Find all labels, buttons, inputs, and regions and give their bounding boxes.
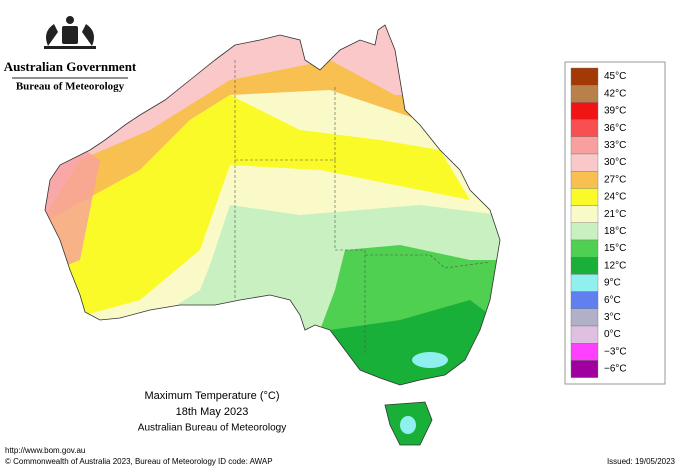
tasmania-highland	[400, 416, 416, 434]
legend-label: 3°C	[604, 312, 621, 323]
legend-label: 33°C	[604, 140, 626, 151]
legend: 45°C 42°C 39°C 36°C 33°C 30°C 27°C 24°C 21°C 18°C…	[570, 67, 627, 378]
legend-label: 9°C	[604, 278, 621, 289]
legend-label: 39°C	[604, 106, 626, 117]
coastline	[44, 24, 501, 386]
legend-swatch	[570, 291, 599, 310]
australia-map	[45, 25, 500, 385]
legend-swatch	[570, 274, 599, 292]
coat-of-arms	[44, 16, 96, 49]
footer-id-code: ID code: AWAP	[218, 457, 273, 466]
caption-source: Australian Bureau of Meteorology	[138, 423, 286, 434]
caption-title: Maximum Temperature (°C)	[144, 390, 279, 402]
legend-swatch	[570, 153, 599, 172]
legend-label: 21°C	[604, 209, 626, 220]
legend-label: 6°C	[604, 295, 621, 306]
caption-date: 18th May 2023	[176, 406, 249, 418]
legend-swatch	[570, 119, 599, 137]
legend-swatch	[570, 239, 599, 258]
legend-swatch	[570, 205, 599, 224]
legend-label: 15°C	[604, 243, 626, 254]
header-title: Australian Government	[4, 59, 137, 74]
footer-copyright: © Commonwealth of Australia 2023, Bureau…	[5, 457, 216, 466]
header-subtitle: Bureau of Meteorology	[16, 81, 125, 93]
legend-label: 42°C	[604, 88, 626, 99]
legend-swatch	[570, 257, 599, 275]
legend-swatch	[570, 170, 599, 189]
legend-label: 27°C	[604, 174, 626, 185]
footer-url: http://www.bom.gov.au	[5, 446, 85, 455]
legend-label: 45°C	[604, 71, 626, 82]
legend-label: 30°C	[604, 157, 626, 168]
legend-swatch	[570, 360, 599, 378]
legend-label: 12°C	[604, 260, 626, 271]
legend-swatch	[570, 222, 599, 241]
legend-swatch	[570, 102, 599, 120]
legend-label: −6°C	[604, 364, 627, 375]
legend-label: 24°C	[604, 192, 626, 203]
legend-swatch	[570, 136, 599, 155]
legend-label: −3°C	[604, 346, 627, 357]
footer-issued: Issued: 19/05/2023	[607, 457, 676, 466]
legend-label: 18°C	[604, 226, 626, 237]
legend-swatch	[570, 84, 599, 103]
legend-swatch	[570, 308, 599, 327]
legend-swatch	[570, 343, 599, 361]
legend-swatch	[570, 67, 599, 86]
legend-swatch	[570, 188, 599, 206]
legend-swatch	[570, 325, 599, 344]
legend-label: 36°C	[604, 123, 626, 134]
state-borders	[234, 60, 491, 355]
legend-label: 0°C	[604, 329, 621, 340]
